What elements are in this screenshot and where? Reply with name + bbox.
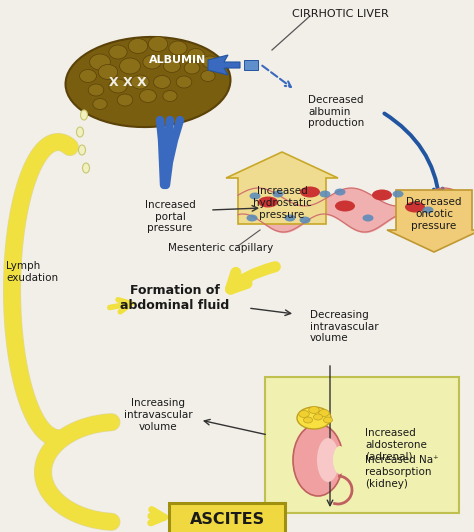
Ellipse shape <box>319 410 329 417</box>
Ellipse shape <box>335 201 355 212</box>
Text: Increased Na⁺
reabsorption
(kidney): Increased Na⁺ reabsorption (kidney) <box>365 455 438 488</box>
Ellipse shape <box>169 41 187 55</box>
Ellipse shape <box>335 188 346 195</box>
Ellipse shape <box>109 79 127 93</box>
FancyBboxPatch shape <box>265 377 459 513</box>
Text: Decreased
oncotic
pressure: Decreased oncotic pressure <box>406 197 462 230</box>
Ellipse shape <box>154 76 171 88</box>
Ellipse shape <box>90 54 110 70</box>
Ellipse shape <box>80 70 96 82</box>
Text: Decreasing
intravascular
volume: Decreasing intravascular volume <box>310 310 379 343</box>
Ellipse shape <box>246 214 257 221</box>
Text: X X X: X X X <box>109 76 147 88</box>
Ellipse shape <box>117 94 133 106</box>
Ellipse shape <box>188 48 204 62</box>
Ellipse shape <box>284 214 295 221</box>
Ellipse shape <box>98 64 118 79</box>
Ellipse shape <box>333 446 347 474</box>
Ellipse shape <box>143 55 161 69</box>
Text: Increasing
intravascular
volume: Increasing intravascular volume <box>124 398 192 431</box>
Ellipse shape <box>405 202 425 212</box>
Ellipse shape <box>164 60 181 72</box>
Polygon shape <box>208 55 240 75</box>
Text: ASCITES: ASCITES <box>190 511 264 527</box>
FancyArrowPatch shape <box>384 113 443 198</box>
Ellipse shape <box>309 406 319 413</box>
Ellipse shape <box>363 214 374 221</box>
Ellipse shape <box>300 217 310 223</box>
Ellipse shape <box>258 196 278 207</box>
Ellipse shape <box>76 127 83 137</box>
Polygon shape <box>226 152 338 224</box>
Ellipse shape <box>300 187 320 197</box>
Ellipse shape <box>293 424 343 496</box>
Text: CIRRHOTIC LIVER: CIRRHOTIC LIVER <box>292 9 388 19</box>
Text: ALBUMIN: ALBUMIN <box>149 55 207 65</box>
Ellipse shape <box>79 145 85 155</box>
Ellipse shape <box>128 38 148 54</box>
Ellipse shape <box>303 417 312 423</box>
Text: Increased
hydrostatic
pressure: Increased hydrostatic pressure <box>253 186 311 220</box>
Ellipse shape <box>313 414 322 420</box>
Ellipse shape <box>65 37 230 127</box>
Ellipse shape <box>176 76 192 88</box>
FancyBboxPatch shape <box>244 60 258 70</box>
Ellipse shape <box>81 110 88 120</box>
Text: Mesenteric capillary: Mesenteric capillary <box>168 243 273 253</box>
Ellipse shape <box>163 90 177 102</box>
Text: Decreased
albumin
production: Decreased albumin production <box>308 95 364 128</box>
Ellipse shape <box>317 438 339 482</box>
Polygon shape <box>387 190 474 252</box>
Ellipse shape <box>249 193 261 200</box>
Text: Increased
aldosterone
(adrenal): Increased aldosterone (adrenal) <box>365 428 427 462</box>
Ellipse shape <box>184 62 200 74</box>
Ellipse shape <box>422 206 434 213</box>
Ellipse shape <box>319 190 330 197</box>
Ellipse shape <box>201 71 215 81</box>
Text: Increased
portal
pressure: Increased portal pressure <box>145 200 195 233</box>
Ellipse shape <box>139 89 156 103</box>
Text: Formation of
abdominal fluid: Formation of abdominal fluid <box>120 284 229 312</box>
Ellipse shape <box>88 84 104 96</box>
Ellipse shape <box>202 56 218 68</box>
Ellipse shape <box>148 37 168 52</box>
Ellipse shape <box>273 190 283 197</box>
Ellipse shape <box>93 98 107 110</box>
Ellipse shape <box>297 407 331 429</box>
Ellipse shape <box>372 189 392 201</box>
Ellipse shape <box>82 163 90 173</box>
Ellipse shape <box>299 411 309 418</box>
Ellipse shape <box>119 58 140 74</box>
FancyBboxPatch shape <box>169 503 285 532</box>
Ellipse shape <box>109 45 127 59</box>
Ellipse shape <box>131 75 149 89</box>
Ellipse shape <box>392 190 403 197</box>
Text: Lymph
exudation: Lymph exudation <box>6 261 58 283</box>
Ellipse shape <box>323 417 332 423</box>
